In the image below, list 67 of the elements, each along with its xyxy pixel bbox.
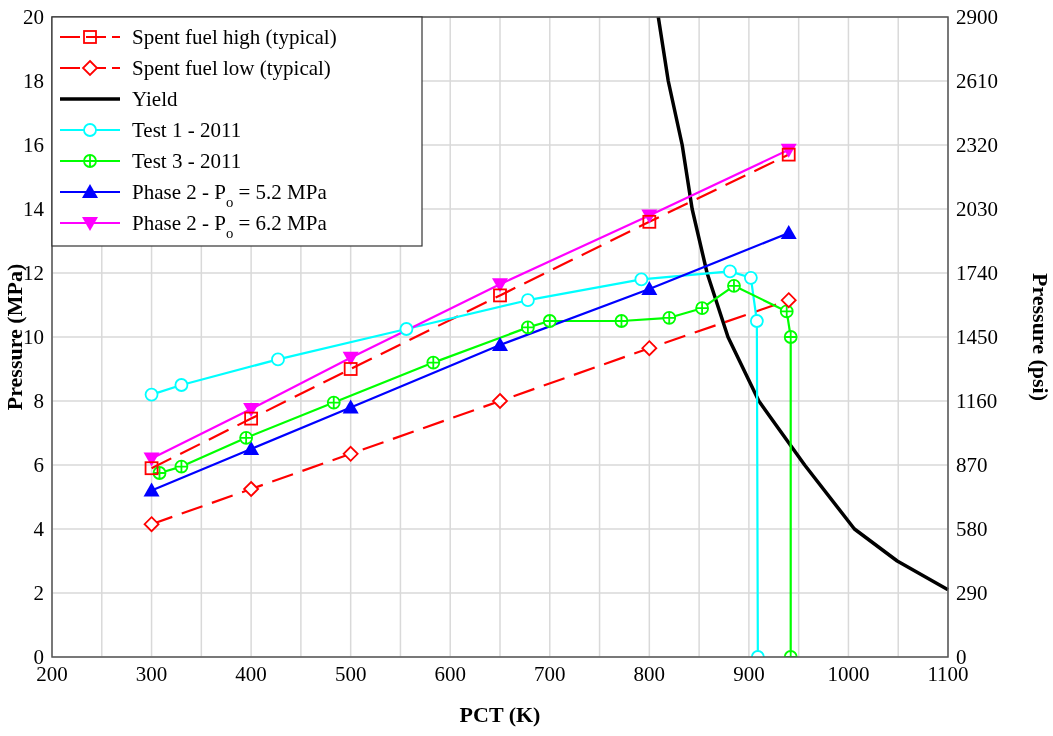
- point: [492, 393, 508, 409]
- y2-axis-title: Pressure (psi): [1028, 272, 1053, 402]
- point: [520, 293, 535, 308]
- y2-tick-label: 1740: [956, 261, 998, 286]
- legend-label: Spent fuel low (typical): [132, 56, 331, 81]
- legend-label: Yield: [132, 87, 178, 112]
- point: [780, 292, 797, 309]
- legend-label: Phase 2 - P$_{o}$ = 5.2 MPa: [132, 180, 328, 211]
- y2-tick-label: 1450: [956, 325, 998, 350]
- point: [342, 351, 359, 366]
- x-tick-label: 900: [733, 662, 765, 686]
- legend-label: Spent fuel high (typical): [132, 25, 337, 50]
- point: [143, 516, 160, 533]
- point: [723, 264, 737, 279]
- point: [492, 278, 508, 293]
- point: [342, 445, 359, 462]
- y2-tick-label: 870: [956, 453, 988, 478]
- y-tick-label: 4: [33, 517, 45, 542]
- point: [641, 340, 658, 357]
- y-tick-label: 2: [33, 581, 44, 606]
- x-tick-label: 300: [135, 662, 168, 686]
- point: [244, 411, 259, 426]
- point: [243, 481, 260, 497]
- x-tick-label: 600: [434, 662, 466, 686]
- point: [271, 352, 285, 367]
- point: [749, 314, 764, 328]
- y2-tick-label: 2030: [956, 197, 998, 222]
- point: [743, 270, 758, 285]
- point: [781, 147, 796, 162]
- point: [343, 362, 358, 376]
- legend-label: Test 1 - 2011: [132, 118, 242, 143]
- x-tick-label: 1000: [827, 662, 870, 686]
- point: [144, 387, 159, 402]
- x-tick-label: 700: [534, 662, 566, 686]
- point: [492, 337, 508, 351]
- y-tick-label: 10: [23, 325, 44, 350]
- x-tick-label: 400: [235, 662, 267, 686]
- y-tick-label: 20: [23, 5, 44, 30]
- y-tick-label: 8: [33, 389, 44, 414]
- point: [493, 288, 507, 303]
- point: [143, 482, 160, 497]
- point: [342, 399, 359, 414]
- y2-tick-label: 580: [956, 517, 988, 542]
- x-axis-title: PCT (K): [459, 702, 541, 727]
- point: [174, 378, 189, 392]
- point: [642, 214, 657, 229]
- y-tick-label: 16: [23, 133, 44, 158]
- legend-label: Phase 2 - P$_{o}$ = 6.2 MPa: [132, 211, 328, 242]
- point: [780, 225, 797, 239]
- point: [243, 403, 260, 417]
- point: [243, 441, 260, 455]
- y2-tick-label: 2900: [956, 5, 998, 30]
- y2-tick-label: 2610: [956, 69, 998, 94]
- point: [634, 272, 649, 287]
- y-tick-label: 18: [23, 69, 44, 94]
- y2-tick-label: 290: [956, 581, 988, 606]
- y2-tick-label: 2320: [956, 133, 998, 158]
- y-tick-label: 6: [33, 453, 44, 478]
- line-series: [656, 15, 950, 592]
- y2-tick-label: 1160: [956, 389, 998, 414]
- point: [641, 281, 658, 295]
- x-tick-label: 800: [633, 662, 666, 686]
- point: [144, 461, 159, 476]
- legend-label: Test 3 - 2011: [132, 149, 242, 174]
- point: [399, 322, 414, 336]
- x-tick-label: 500: [334, 662, 367, 686]
- y-tick-label: 14: [23, 197, 45, 222]
